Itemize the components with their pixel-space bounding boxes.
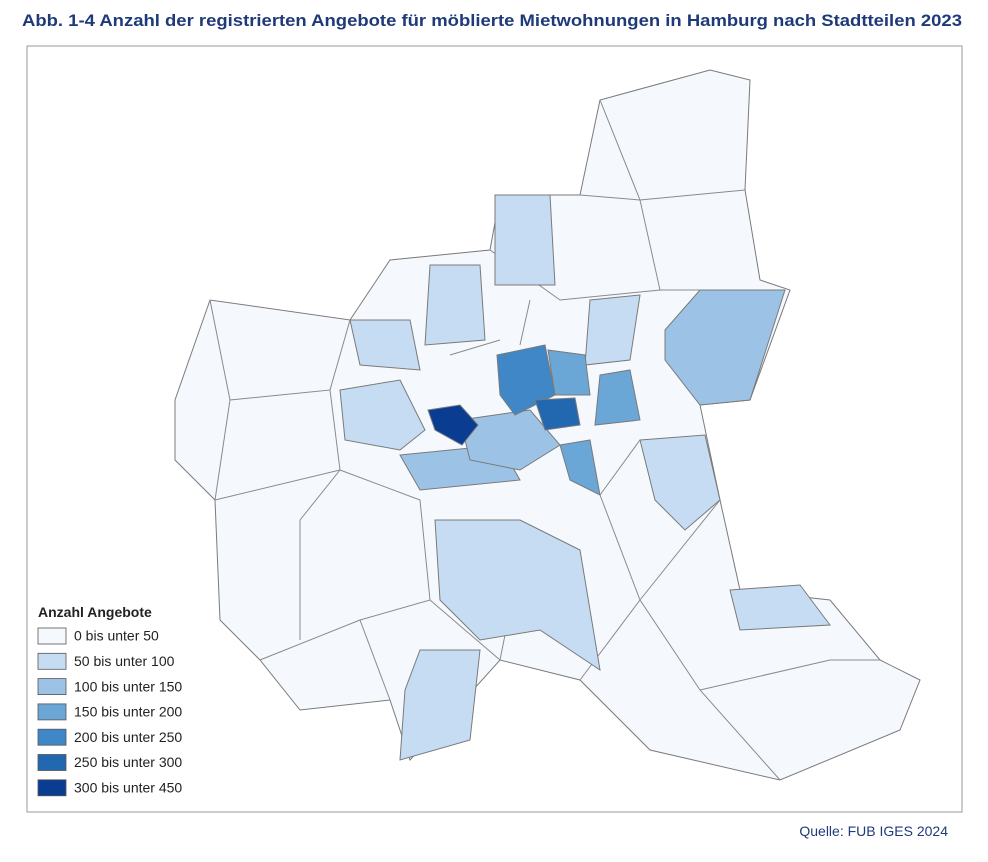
district — [547, 349, 591, 396]
legend: Anzahl Angebote 0 bis unter 50 50 bis unt… — [37, 604, 182, 797]
district — [584, 294, 641, 366]
district — [399, 649, 481, 761]
district — [534, 397, 581, 431]
district — [494, 194, 556, 286]
legend-swatch — [37, 678, 67, 695]
legend-swatch — [37, 728, 67, 746]
district — [496, 344, 556, 416]
legend-title: Anzahl Angebote — [38, 604, 152, 620]
title: Abb. 1-4 Anzahl der registrierten Angebo… — [22, 12, 962, 30]
legend-swatch — [37, 754, 67, 771]
legend-swatch — [37, 652, 67, 670]
district — [664, 289, 786, 406]
legend-swatch — [37, 703, 67, 721]
legend-label: 0 bis unter 50 — [74, 628, 159, 644]
map — [174, 69, 921, 781]
district — [434, 519, 601, 672]
source: Quelle: FUB IGES 2024 — [799, 823, 948, 839]
district-borders — [209, 99, 880, 781]
legend-label: 150 bis unter 200 — [74, 704, 182, 720]
district — [729, 584, 831, 631]
district — [339, 379, 426, 451]
district — [424, 264, 486, 346]
legend-label: 200 bis unter 250 — [74, 729, 182, 745]
district — [594, 369, 641, 426]
district — [349, 319, 421, 371]
district — [559, 439, 601, 496]
legend-label: 250 bis unter 300 — [74, 754, 182, 770]
legend-swatch — [37, 627, 67, 645]
legend-label: 300 bis unter 450 — [74, 780, 182, 796]
legend-label: 50 bis unter 100 — [74, 653, 175, 669]
district — [427, 404, 479, 446]
legend-label: 100 bis unter 150 — [74, 678, 182, 694]
legend-swatch — [37, 779, 67, 797]
district — [639, 434, 721, 531]
